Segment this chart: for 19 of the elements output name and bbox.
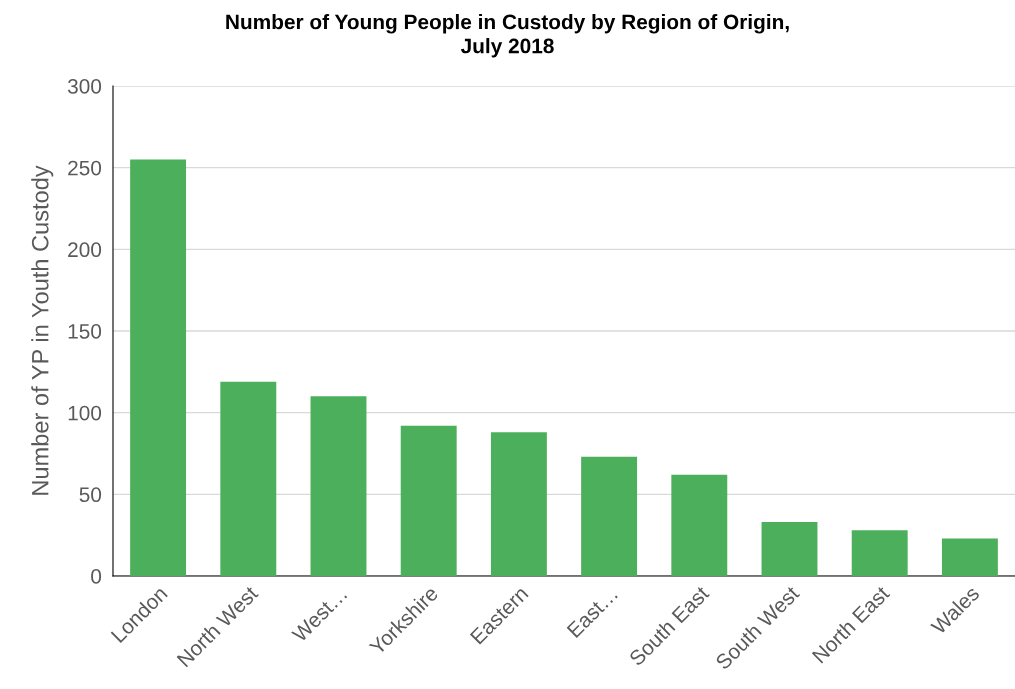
y-tick-label: 300: [67, 79, 102, 94]
bar: [220, 381, 277, 576]
bar: [490, 432, 547, 576]
bar: [851, 530, 908, 576]
y-tick-label: 200: [68, 242, 102, 258]
bar: [941, 538, 998, 576]
bar: [310, 396, 367, 576]
chart-title: Number of Young People in Custody by Region of Origin, July 2018: [226, 14, 789, 58]
bar: [400, 425, 457, 576]
y-tick-label: 50: [79, 487, 102, 503]
bar: [671, 474, 728, 576]
y-tick-label: 0: [91, 569, 102, 584]
bar: [130, 159, 187, 576]
y-tick-label: 100: [68, 405, 102, 421]
bar: [761, 522, 818, 576]
y-tick-label: 250: [68, 160, 102, 176]
y-tick-label: 150: [68, 324, 102, 339]
y-axis-title: Number of YP in Youth Custody: [31, 165, 54, 495]
bar: [581, 456, 638, 576]
